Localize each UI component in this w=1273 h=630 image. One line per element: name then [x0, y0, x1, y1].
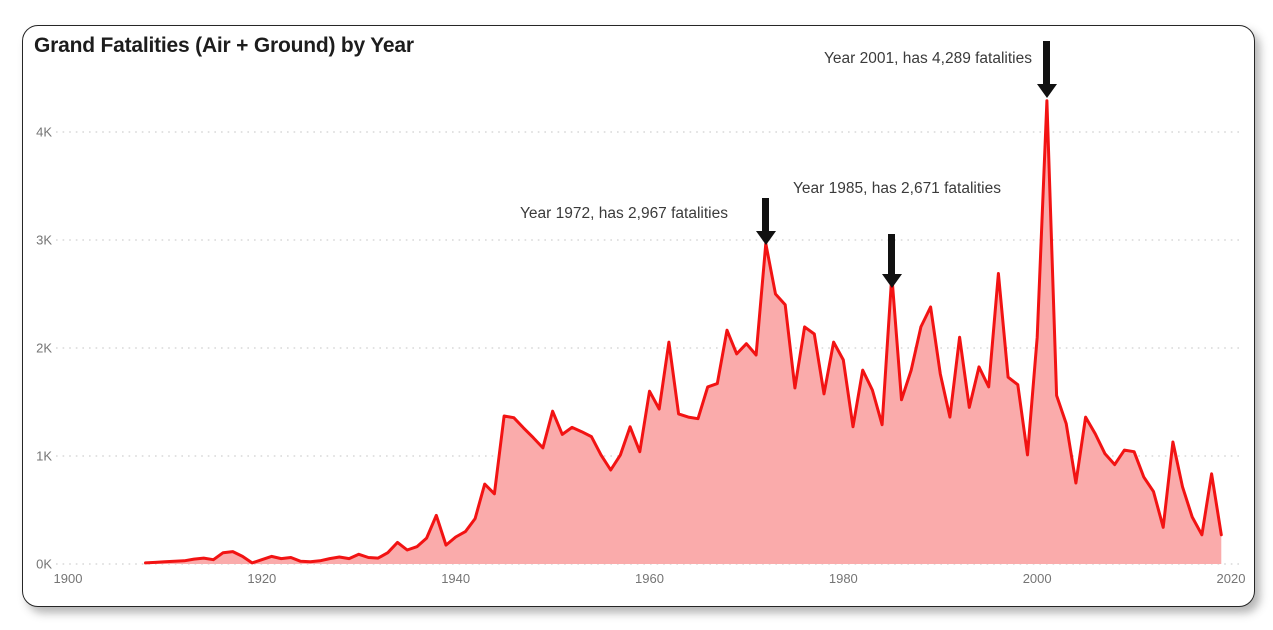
annotation-label-1972: Year 1972, has 2,967 fatalities — [520, 205, 728, 222]
chart-title: Grand Fatalities (Air + Ground) by Year — [34, 34, 414, 57]
x-tick-label: 1940 — [441, 571, 471, 586]
y-tick-label: 2K — [36, 340, 52, 356]
x-tick-label: 1980 — [828, 571, 858, 586]
x-tick-label: 1960 — [635, 571, 664, 586]
visual-card[interactable] — [22, 25, 1255, 607]
annotation-arrow-shaft — [888, 233, 896, 275]
annotation-arrow-head — [1036, 83, 1057, 98]
annotation-arrow-shaft — [762, 197, 770, 232]
y-tick-label: 4K — [36, 124, 52, 140]
x-tick-label: 1920 — [247, 571, 277, 586]
annotation-arrow-shaft — [1043, 40, 1051, 85]
x-tick-label: 2000 — [1022, 571, 1052, 586]
y-tick-label: 1K — [36, 448, 52, 464]
x-tick-label: 1900 — [53, 571, 83, 586]
y-tick-label: 3K — [36, 232, 52, 248]
annotation-arrow-head — [881, 273, 902, 288]
y-tick-label: 0K — [36, 556, 52, 572]
annotation-label-2001: Year 2001, has 4,289 fatalities — [824, 50, 1032, 67]
annotation-label-1985: Year 1985, has 2,671 fatalities — [793, 180, 1001, 197]
annotation-arrow-head — [755, 230, 776, 245]
x-tick-label: 2020 — [1216, 571, 1246, 586]
